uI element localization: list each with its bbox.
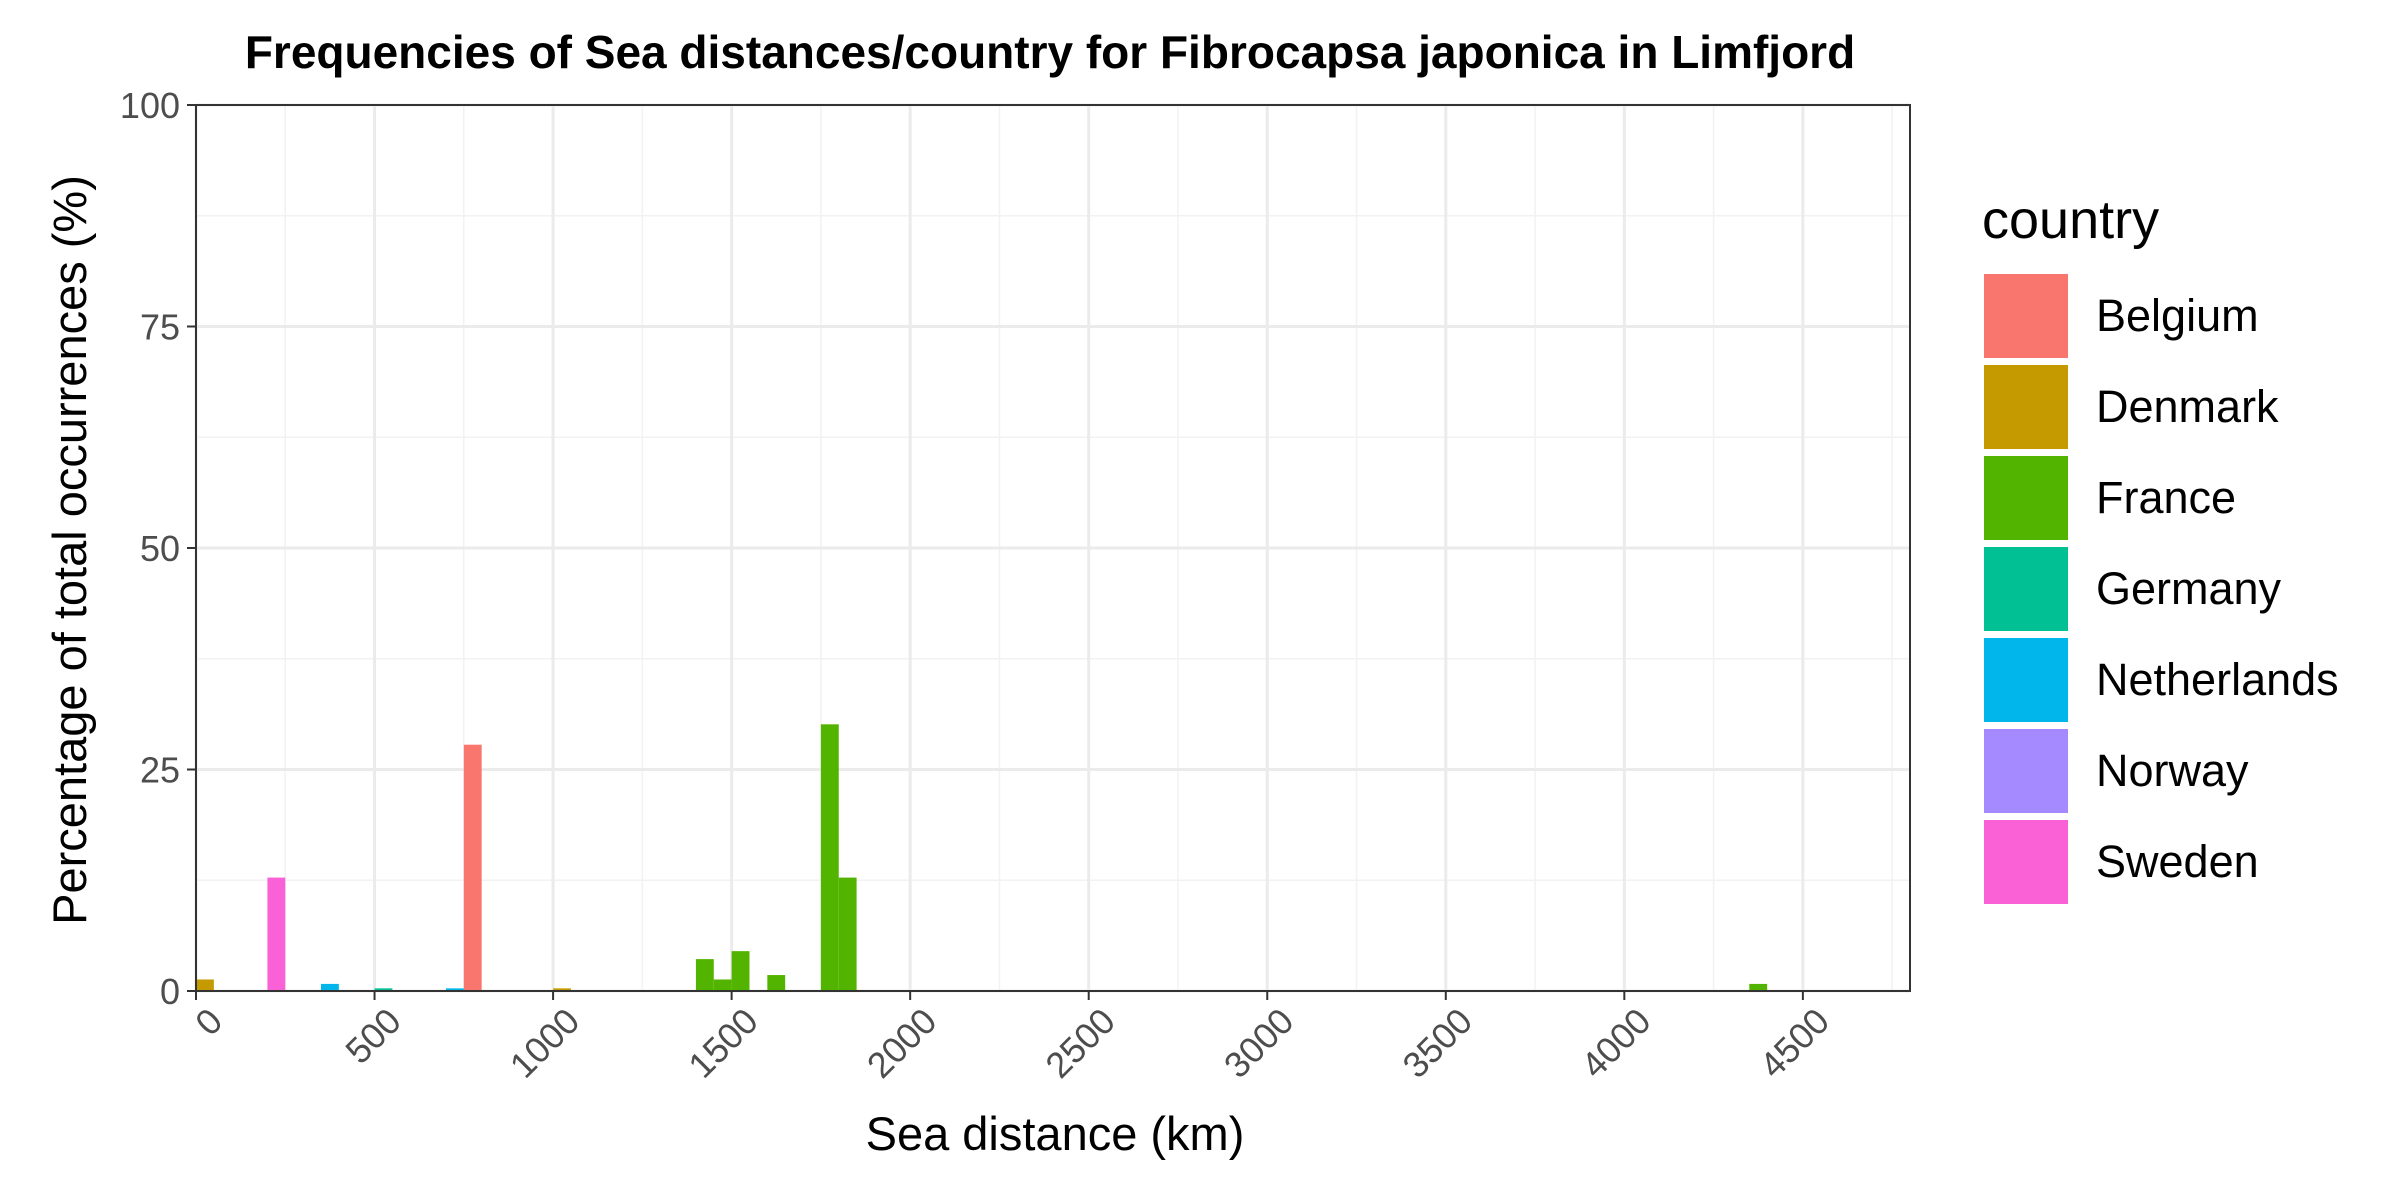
x-tick-label: 4000	[1573, 1000, 1659, 1086]
legend-key	[1984, 274, 2068, 358]
bar-belgium	[463, 744, 482, 991]
legend-label: Denmark	[2096, 381, 2279, 432]
x-tick-label: 1500	[680, 1000, 766, 1086]
x-tick-label: 500	[337, 1000, 408, 1071]
bar-france	[695, 959, 714, 991]
legend-key	[1984, 547, 2068, 631]
chart-title: Frequencies of Sea distances/country for…	[245, 26, 1855, 78]
bar-france	[820, 724, 839, 991]
x-tick-label: 2500	[1037, 1000, 1123, 1086]
legend-title: country	[1982, 190, 2159, 250]
x-axis-title: Sea distance (km)	[866, 1107, 1245, 1160]
legend: country Belgium Denmark France Germany Nethe…	[1982, 190, 2339, 904]
legend-key	[1984, 456, 2068, 540]
legend-label: Norway	[2096, 745, 2249, 796]
bar-netherlands	[445, 988, 464, 991]
bar-netherlands	[320, 983, 339, 991]
legend-key	[1984, 729, 2068, 813]
y-tick-label: 75	[140, 307, 180, 348]
y-tick-label: 100	[120, 85, 180, 126]
legend-key	[1984, 820, 2068, 904]
legend-label: Netherlands	[2096, 654, 2339, 705]
bar-denmark	[553, 988, 571, 991]
x-tick-label: 1000	[502, 1000, 588, 1086]
y-tick-label: 50	[140, 528, 180, 569]
y-axis-title: Percentage of total occurrences (%)	[43, 175, 96, 925]
bar-france	[1749, 983, 1768, 991]
bar-france	[767, 975, 786, 991]
legend-label: Sweden	[2096, 836, 2259, 887]
bar-france	[731, 951, 750, 991]
grid	[194, 103, 1910, 993]
y-tick-label: 0	[160, 971, 180, 1012]
legend-key	[1984, 638, 2068, 722]
legend-label: Germany	[2096, 563, 2282, 614]
bar-sweden	[267, 877, 286, 991]
legend-label: France	[2096, 472, 2236, 523]
bar-france	[838, 877, 857, 991]
x-tick-label: 3000	[1216, 1000, 1302, 1086]
y-tick-label: 25	[140, 750, 180, 791]
legend-label: Belgium	[2096, 290, 2259, 341]
bar-germany	[374, 988, 393, 991]
bar-denmark	[196, 979, 214, 991]
bar-france	[713, 979, 732, 991]
x-tick-label: 3500	[1394, 1000, 1480, 1086]
x-tick-label: 4500	[1751, 1000, 1837, 1086]
x-tick-label: 2000	[859, 1000, 945, 1086]
bars	[196, 724, 1768, 991]
x-tick-label: 0	[187, 1000, 230, 1043]
legend-key	[1984, 365, 2068, 449]
